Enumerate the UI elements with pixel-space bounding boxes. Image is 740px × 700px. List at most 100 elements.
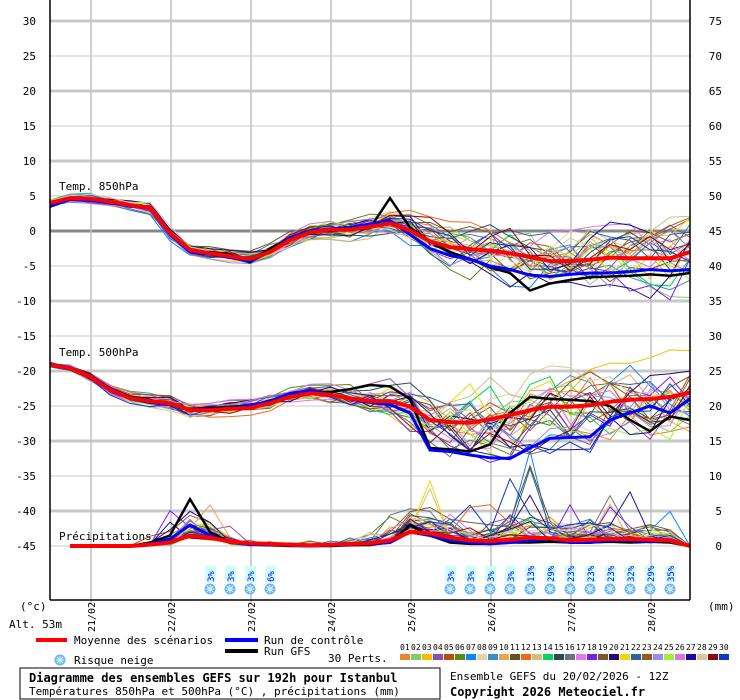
chart-title: Diagramme des ensembles GEFS sur 192h po… (29, 671, 397, 685)
perturbation-legend-swatch (675, 654, 685, 660)
x-tick-label: 26/02 (487, 602, 498, 632)
snow-risk-bg (585, 566, 596, 582)
snow-risk-bg (265, 566, 276, 582)
panel-label-t850: Temp. 850hPa (59, 180, 138, 193)
snow-risk-label: 3% (487, 571, 497, 582)
snow-risk-bg (625, 566, 636, 582)
y-left-tick-label: 20 (23, 85, 36, 98)
perturbation-legend-id: 26 (675, 643, 685, 652)
y-left-tick-label: 10 (23, 155, 36, 168)
perturbation-legend-swatch (631, 654, 641, 660)
legend: Moyenne des scénarios Run de contrôle Ru… (36, 634, 729, 667)
perturbation-legend-swatch (422, 654, 432, 660)
snow-risk-label: 29% (647, 565, 657, 582)
legend-perts-label: 30 Perts. (328, 652, 388, 665)
perturbation-legend-swatch (433, 654, 443, 660)
snowflake-icon (604, 583, 616, 595)
x-tick-label: 23/02 (247, 602, 258, 632)
y-right-tick-label: 75 (709, 15, 722, 28)
perturbation-legend-id: 19 (598, 643, 608, 652)
perturbation-legend-swatch (499, 654, 509, 660)
perturbation-legend-swatch (488, 654, 498, 660)
snow-risk-label: 3% (247, 571, 257, 582)
y-right-tick-label: 0 (715, 540, 722, 553)
y-right-tick-label: 45 (709, 225, 722, 238)
x-tick-label: 21/02 (87, 602, 98, 632)
perturbation-legend-id: 01 (400, 643, 410, 652)
perturbation-30-t500 (49, 364, 691, 460)
snow-risk-label: 3% (447, 571, 457, 582)
y-left-tick-label: -15 (16, 330, 36, 343)
perturbation-legend: 01 02 03 04 05 06 07 08 09 10 11 12 13 14 15 16 17 18 19 20… (400, 643, 729, 660)
grid (50, 0, 690, 604)
x-tick-label: 24/02 (327, 602, 338, 632)
snowflake-arms (446, 585, 454, 593)
snow-risk-bg (245, 566, 256, 582)
snow-risk-bg (225, 566, 236, 582)
y-left-tick-label: -30 (16, 435, 36, 448)
snow-risk-label: 32% (627, 565, 637, 582)
snow-risk-label: 13% (527, 565, 537, 582)
perturbation-legend-id: 14 (543, 643, 553, 652)
legend-gfs-label: Run GFS (264, 645, 310, 658)
perturbation-legend-id: 24 (653, 643, 663, 652)
snow-risk-bg (645, 566, 656, 582)
perturbation-legend-id: 08 (477, 643, 487, 652)
perturbation-legend-swatch (444, 654, 454, 660)
perturbation-legend-id: 09 (488, 643, 498, 652)
perturbation-legend-id: 06 (455, 643, 465, 652)
x-tick-label: 25/02 (407, 602, 418, 632)
y-right-tick-label: 65 (709, 85, 722, 98)
perturbation-26-t500 (49, 364, 691, 435)
y-left-tick-label: -35 (16, 470, 36, 483)
x-tick-label: 22/02 (167, 602, 178, 632)
perturbation-legend-id: 12 (521, 643, 531, 652)
perturbation-legend-id: 20 (609, 643, 619, 652)
snow-risk-bg (485, 566, 496, 582)
y-right-tick-label: 15 (709, 435, 722, 448)
snowflake-icon (54, 654, 66, 666)
y-left-tick-label: -45 (16, 540, 36, 553)
perturbation-legend-id: 03 (422, 643, 432, 652)
y-right-tick-label: 50 (709, 190, 722, 203)
snow-risk-label: 3% (207, 571, 217, 582)
snow-risk-markers: 3% 3% 3% 6% 3% 3% 3% 3% 13% 29% 23% 23% 23% 32% 29% 35% (204, 565, 677, 595)
snow-risk-bg (205, 566, 216, 582)
snow-risk-label: 3% (507, 571, 517, 582)
panel-label-precip: Précipitations (59, 530, 152, 543)
y-right-tick-label: 60 (709, 120, 722, 133)
snowflake-arms (226, 585, 234, 593)
y-left-tick-label: -25 (16, 400, 36, 413)
y-left-tick-label: 25 (23, 50, 36, 63)
perturbation-legend-swatch (565, 654, 575, 660)
snowflake-arms (266, 585, 274, 593)
copyright: Copyright 2026 Meteociel.fr (450, 685, 645, 699)
snowflake-arms (666, 585, 674, 593)
chart-subtitle: Températures 850hPa et 500hPa (°C) , pré… (29, 685, 400, 698)
legend-control-label: Run de contrôle (264, 634, 363, 647)
perturbation-legend-swatch (455, 654, 465, 660)
snowflake-arms (626, 585, 634, 593)
title-box (19, 667, 441, 700)
perturbation-legend-swatch (664, 654, 674, 660)
snowflake-icon (564, 583, 576, 595)
perturbation-legend-id: 10 (499, 643, 509, 652)
perturbation-legend-swatch (576, 654, 586, 660)
y-right-tick-label: 10 (709, 470, 722, 483)
snowflake-arms (246, 585, 254, 593)
perturbation-legend-id: 05 (444, 643, 454, 652)
perturbation-legend-id: 22 (631, 643, 641, 652)
snow-risk-label: 3% (467, 571, 477, 582)
y-left-tick-label: -5 (23, 260, 36, 273)
snow-risk-bg (525, 566, 536, 582)
snowflake-arms (206, 585, 214, 593)
perturbation-legend-id: 30 (719, 643, 729, 652)
perturbation-legend-id: 15 (554, 643, 564, 652)
snowflake-icon (664, 583, 676, 595)
y-left-tick-label: 0 (29, 225, 36, 238)
snowflake-icon (624, 583, 636, 595)
perturbation-legend-id: 23 (642, 643, 652, 652)
y-left-tick-label: -10 (16, 295, 36, 308)
snow-risk-bg (565, 566, 576, 582)
perturbation-legend-id: 21 (620, 643, 630, 652)
